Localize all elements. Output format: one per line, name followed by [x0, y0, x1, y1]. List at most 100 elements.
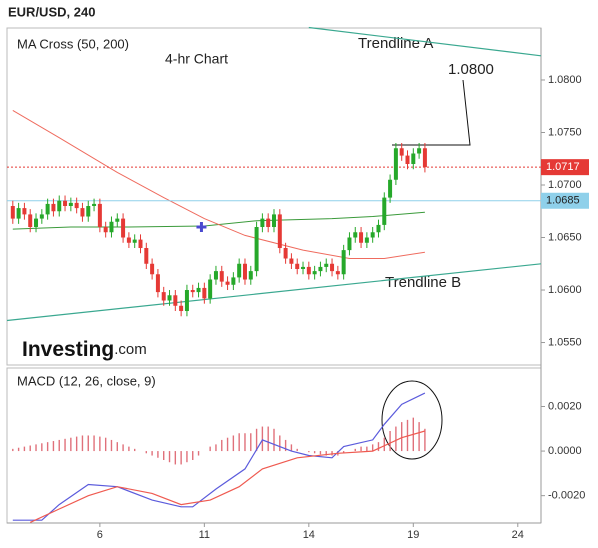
trendline-label: Trendline A [358, 35, 433, 52]
candle-body [330, 263, 335, 272]
candle-body [277, 214, 282, 249]
candle-body [417, 148, 422, 154]
candle-body [126, 237, 131, 243]
candle-body [45, 203, 50, 215]
price-label: 1.0685 [546, 195, 580, 207]
candle-body [295, 263, 300, 270]
y-tick-label: 1.0750 [548, 126, 582, 138]
candle-body [364, 237, 369, 243]
candle-body [306, 266, 311, 275]
annotation: 1.0800 [448, 61, 494, 78]
candle-body [411, 153, 416, 164]
candle-body [144, 248, 149, 264]
candle-body [382, 197, 387, 225]
candle-body [155, 274, 160, 293]
candle-body [260, 218, 265, 228]
x-tick-label: 24 [512, 529, 524, 541]
watermark-suffix: .com [114, 341, 147, 358]
candle-body [196, 287, 201, 293]
candle-body [80, 208, 85, 217]
candle-body [57, 200, 62, 212]
price-label-box [541, 192, 589, 209]
candle-body [190, 290, 195, 293]
candle-body [225, 281, 230, 285]
candle-body [39, 214, 44, 219]
moving-average [12, 211, 425, 230]
x-tick-label: 14 [303, 529, 315, 541]
candle-body [219, 271, 224, 282]
watermark-brand: Investing [22, 338, 114, 361]
macd-title: MACD (12, 26, close, 9) [17, 373, 156, 388]
legend: MA Cross (50, 200) [17, 36, 129, 51]
candle-body [28, 214, 33, 228]
moving-average [12, 109, 425, 259]
candle-body [68, 202, 73, 207]
candle-body [324, 263, 329, 267]
candle-body [150, 263, 155, 275]
candle-body [138, 239, 143, 249]
candle-body [301, 266, 306, 270]
y-tick-label: 0.0020 [548, 400, 582, 412]
candle-body [115, 218, 120, 222]
trendline [6, 263, 542, 322]
candle-body [51, 203, 56, 212]
candle-body [16, 208, 21, 219]
y-tick-label: 1.0600 [548, 284, 582, 296]
candle-body [254, 227, 259, 272]
candle-body [121, 218, 126, 238]
candle-body [341, 250, 346, 275]
watermark: Investing.com [22, 338, 147, 361]
candle-body [74, 202, 79, 209]
candle-body [283, 248, 288, 259]
candle-body [10, 206, 15, 219]
candle-body [370, 232, 375, 238]
price-label: 1.0717 [546, 161, 580, 173]
candle-body [231, 277, 236, 285]
y-tick-label: 1.0700 [548, 179, 582, 191]
x-tick-label: 6 [97, 529, 103, 541]
macd-line [29, 430, 426, 523]
candle-body [167, 295, 172, 301]
candle-body [213, 271, 218, 280]
candle-body [132, 239, 137, 243]
highlight-ellipse [381, 380, 443, 460]
candle-body [161, 292, 166, 301]
candle-body [272, 214, 276, 228]
candle-body [97, 203, 102, 228]
x-tick-label: 19 [407, 529, 419, 541]
candle-body [103, 227, 108, 233]
y-tick-label: 1.0550 [548, 336, 582, 348]
candle-body [353, 232, 358, 238]
candle-body [22, 208, 27, 215]
trendline [308, 26, 542, 57]
y-tick-label: 0.0000 [548, 445, 582, 457]
candle-body [86, 206, 91, 217]
candle-body [63, 200, 68, 207]
candle-body [92, 203, 97, 207]
subtitle: 4-hr Chart [165, 51, 228, 67]
candle-body [248, 271, 253, 280]
candle-body [202, 287, 207, 299]
price-label-box [541, 159, 589, 176]
candle-body [347, 237, 352, 251]
candle-body [359, 232, 364, 243]
candle-body [388, 179, 393, 198]
candle-body [422, 148, 427, 168]
candle-body [312, 271, 317, 275]
candle-body [376, 224, 381, 233]
candle-body [405, 155, 410, 164]
y-tick-label: -0.0020 [548, 490, 585, 502]
candle-body [318, 266, 323, 272]
candle-body [173, 295, 178, 306]
x-tick-label: 11 [199, 529, 210, 541]
candle-body [208, 279, 213, 299]
candle-body [34, 218, 39, 228]
candle-body [335, 271, 340, 275]
candle-body [266, 218, 271, 228]
annotation-pointer [392, 79, 471, 146]
candle-body [179, 305, 184, 312]
candle-body [184, 290, 189, 312]
candle-body [109, 221, 114, 233]
candle-body [242, 263, 247, 280]
